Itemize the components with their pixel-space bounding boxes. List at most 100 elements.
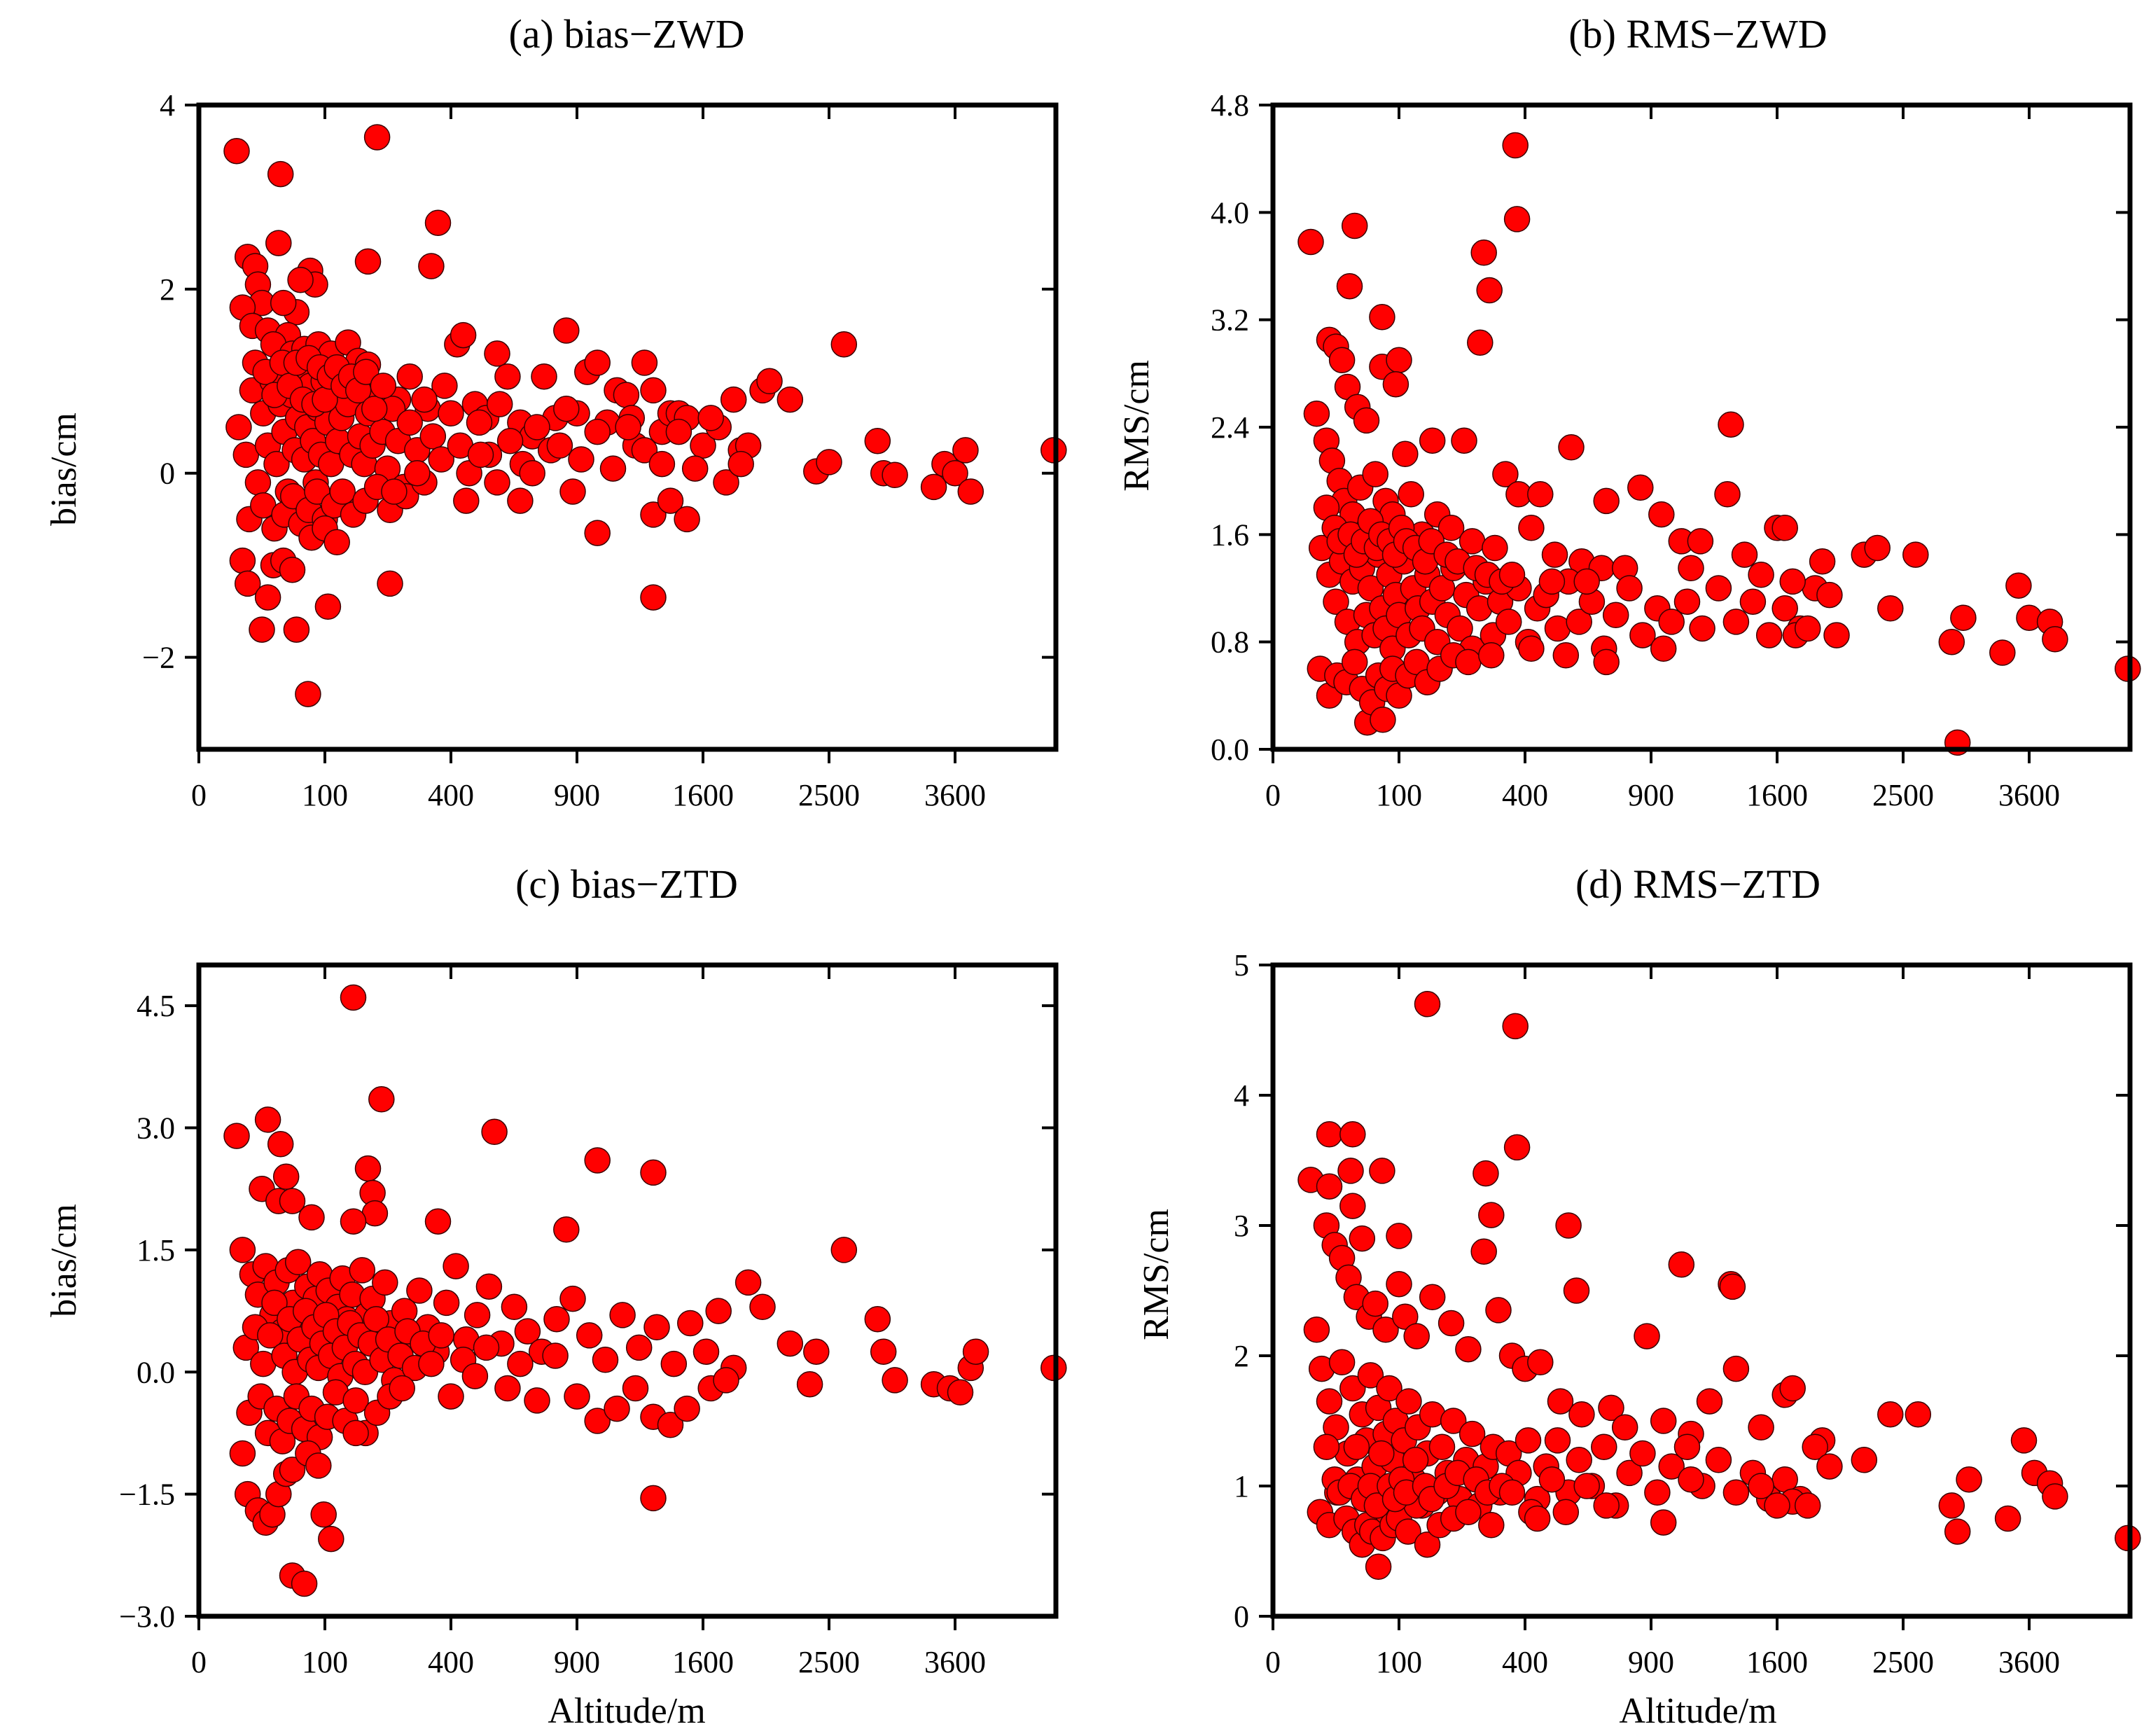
panel-b-point: [1627, 474, 1654, 501]
panel-c-point: [749, 1293, 776, 1321]
panel-c-bias-ztd: (c) bias−ZTD bias/cm Altitude/m 0 100 400 9…: [44, 861, 1067, 1731]
panel-a-point: [584, 520, 611, 546]
panel-a-point: [531, 363, 557, 390]
panel-b-point: [1369, 304, 1395, 331]
panel-b-point: [1722, 609, 1750, 635]
panel-c-point: [443, 1253, 469, 1279]
panel-d-point: [1552, 1499, 1580, 1525]
panel-d-point: [1524, 1505, 1551, 1532]
panel-d-point: [1337, 1158, 1364, 1184]
panel-d-point: [1634, 1323, 1660, 1349]
panel-c-point: [473, 1334, 500, 1361]
panel-b-point: [1938, 628, 1965, 655]
panel-a-point: [361, 395, 388, 422]
panel-d-point: [1313, 1433, 1340, 1460]
panel-a-point: [697, 405, 724, 431]
panel-c-point: [604, 1395, 630, 1422]
panel-c-point: [592, 1347, 619, 1373]
panel-b-point: [1673, 588, 1701, 615]
panel-a-point: [283, 616, 310, 643]
panel-b-point: [1428, 575, 1456, 602]
panel-b-point: [1341, 212, 1368, 239]
panel-a-xtick-label: 2500: [798, 778, 860, 812]
panel-c-point: [261, 1289, 288, 1317]
panel-c-ytick-label: 1.5: [137, 1233, 175, 1268]
panel-b-point: [1748, 562, 1774, 588]
panel-b-rms-zwd: (b) RMS−ZWD RMS/cm 0 100 400 900 1600 2500 360…: [1117, 11, 2141, 812]
panel-a-xtick-label: 3600: [924, 778, 986, 812]
panel-d-point: [1568, 1401, 1595, 1428]
panel-c-point: [882, 1367, 908, 1394]
panel-a-point: [466, 409, 493, 436]
panel-b-point: [1482, 534, 1508, 562]
panel-d-point: [1403, 1323, 1430, 1349]
panel-d-point: [1357, 1362, 1384, 1389]
panel-c-point: [735, 1269, 762, 1296]
panel-d-point: [1362, 1290, 1388, 1317]
panel-b-point: [1328, 347, 1356, 373]
panel-b-point: [1447, 615, 1473, 642]
panel-a-point: [496, 427, 524, 454]
panel-a-point: [524, 414, 550, 440]
panel-a-bias-zwd: (a) bias−ZWD bias/cm 0 100 400 900 1600 2500 3…: [44, 11, 1067, 812]
panel-a-point: [777, 386, 804, 413]
panel-a-frame: [196, 102, 1059, 752]
panel-c-point: [461, 1363, 489, 1389]
panel-a-point: [584, 418, 611, 445]
panel-c-point: [229, 1237, 256, 1263]
panel-a-point: [354, 248, 382, 275]
panel-c-point: [576, 1322, 603, 1349]
panel-b-xtick-label: 2500: [1872, 778, 1934, 812]
panel-a-point: [559, 478, 586, 505]
panel-d-rms-ztd: (d) RMS−ZTD RMS/cm Altitude/m 0 100 400 900…: [1136, 861, 2141, 1731]
panel-c-title: (c) bias−ZTD: [515, 861, 738, 907]
panel-c-point: [284, 1249, 312, 1276]
panel-c-point: [310, 1501, 337, 1528]
panel-b-ytick-label: 1.6: [1211, 518, 1249, 552]
panel-b-point: [1950, 604, 1977, 631]
panel-d-point: [1851, 1447, 1878, 1473]
panel-a-point: [657, 487, 684, 514]
panel-a-point: [314, 593, 342, 620]
panel-b-ytick-label: 2.4: [1211, 410, 1249, 445]
panel-a-point: [507, 487, 534, 514]
panel-a-ylabel: bias/cm: [44, 412, 84, 526]
panel-d-point: [1764, 1492, 1790, 1519]
panel-d-point: [1473, 1160, 1499, 1187]
panel-c-xtick-label: 100: [302, 1645, 348, 1679]
panel-c-point: [354, 1155, 382, 1182]
panel-c-point: [305, 1452, 332, 1479]
panel-c-point: [713, 1367, 739, 1394]
panel-a-point: [728, 450, 754, 478]
panel-b-point: [1538, 568, 1566, 595]
panel-a-point: [864, 427, 891, 454]
panel-d-point: [1365, 1553, 1392, 1581]
panel-b-point: [2005, 572, 2032, 599]
panel-c-point: [349, 1257, 376, 1284]
panel-a-point: [484, 340, 510, 367]
panel-d-point: [1369, 1158, 1395, 1184]
panel-c-point: [559, 1285, 586, 1312]
panel-c-xtick-label: 400: [428, 1645, 474, 1679]
panel-a-point: [411, 386, 438, 413]
panel-b-point: [1357, 575, 1384, 602]
panel-a-point: [584, 349, 611, 376]
panel-d-point: [1349, 1225, 1376, 1252]
panel-a-ytick-label: 4: [160, 88, 175, 123]
panel-a-point: [546, 432, 573, 459]
panel-b-point: [1602, 602, 1629, 629]
panel-a-point: [223, 137, 250, 165]
panel-a-point: [418, 253, 445, 279]
panel-a-points: [223, 124, 1067, 707]
panel-c-point: [864, 1305, 891, 1333]
panel-b-point: [1419, 427, 1446, 454]
panel-c-point: [643, 1314, 670, 1341]
panel-c-xtick-label: 0: [191, 1645, 207, 1679]
panel-d-ytick-label: 3: [1234, 1209, 1249, 1243]
panel-d-point: [1719, 1273, 1746, 1300]
panel-d-point: [1748, 1414, 1774, 1441]
panel-a-point: [494, 363, 521, 390]
panel-c-point: [254, 1106, 281, 1133]
panel-a-point: [381, 478, 408, 505]
